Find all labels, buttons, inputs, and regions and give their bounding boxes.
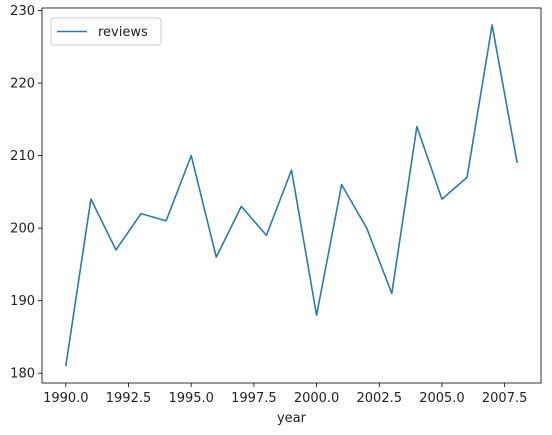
data-point — [441, 198, 443, 200]
legend: reviews — [50, 17, 162, 46]
series-layer — [65, 24, 518, 367]
legend-box — [50, 17, 162, 46]
data-point — [516, 162, 518, 164]
y-tick-label: 190 — [10, 294, 35, 309]
data-point — [466, 177, 468, 179]
ticks-layer: 1990.0 1992.5 1995.0 1997.5 2000.0 2002.5 2005… — [10, 4, 527, 406]
legend-label-reviews: reviews — [98, 25, 148, 40]
x-tick-label: 1990.0 — [43, 391, 89, 406]
x-tick-label: 1992.5 — [106, 391, 152, 406]
data-point — [165, 220, 167, 222]
y-tick-label: 210 — [10, 149, 35, 164]
x-tick-label: 2007.5 — [482, 391, 528, 406]
plot-frame — [41, 7, 542, 384]
data-point — [366, 227, 368, 229]
data-point — [140, 213, 142, 215]
data-point — [491, 24, 493, 26]
x-tick-label: 1997.5 — [231, 391, 277, 406]
data-point — [291, 169, 293, 171]
data-point — [190, 155, 192, 157]
data-point — [391, 293, 393, 295]
data-point — [115, 249, 117, 251]
x-tick-label: 1995.0 — [168, 391, 214, 406]
data-point — [241, 206, 243, 208]
x-tick-label: 2002.5 — [357, 391, 403, 406]
x-axis-label: year — [277, 411, 307, 426]
series-line-reviews — [65, 24, 518, 367]
data-point — [65, 365, 67, 367]
x-tick-label: 2005.0 — [419, 391, 465, 406]
data-point — [215, 256, 217, 258]
data-point — [90, 198, 92, 200]
data-point — [266, 235, 268, 237]
x-tick-label: 2000.0 — [294, 391, 340, 406]
y-tick-label: 230 — [10, 4, 35, 19]
y-tick-label: 200 — [10, 222, 35, 237]
data-point — [316, 314, 318, 316]
y-tick-label: 180 — [10, 367, 35, 382]
data-point — [341, 184, 343, 186]
data-point — [416, 126, 418, 128]
y-tick-label: 220 — [10, 77, 35, 92]
